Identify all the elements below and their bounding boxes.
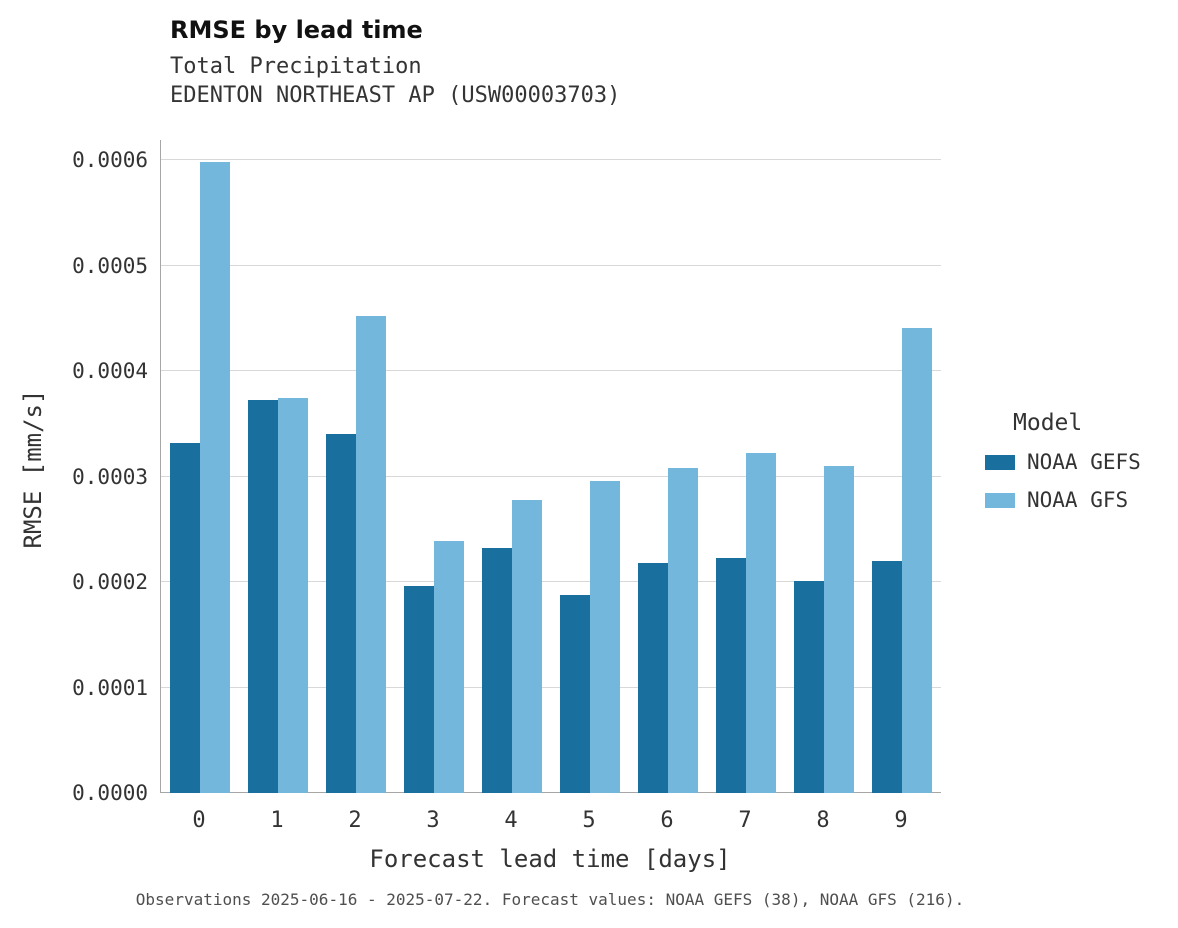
legend-entries: NOAA GEFS NOAA GFS [985,450,1141,512]
bar-noaa-gfs-day-5 [590,480,620,793]
y-tick-label: 0.0006 [72,148,148,172]
legend-entry-noaa-gefs: NOAA GEFS [985,450,1141,474]
bar-group-day-2 [317,140,395,793]
x-tick-label-8: 8 [816,808,830,833]
caption: Observations 2025-06-16 - 2025-07-22. Fo… [135,890,965,909]
title-block: RMSE by lead time Total Precipitation ED… [170,16,620,110]
y-tick-label: 0.0000 [72,781,148,805]
legend-label: NOAA GFS [1027,488,1129,512]
legend: Model NOAA GEFS NOAA GFS [985,410,1141,526]
plot-area [160,140,941,793]
y-tick-label: 0.0005 [72,253,148,278]
legend-swatch-icon [985,454,1015,470]
bar-group-day-7 [707,140,785,793]
chart-title: RMSE by lead time [170,16,423,44]
bar-group-day-8 [785,140,863,793]
bar-noaa-gefs-day-2 [326,434,356,793]
bar-group-day-3 [395,140,473,793]
bar-noaa-gfs-day-2 [356,316,386,793]
bar-group-day-4 [473,140,551,793]
y-tick-labels: 0.0000 0.0001 0.0002 0.0003 0.0004 0.0005 0.00… [0,140,150,805]
bar-noaa-gfs-day-7 [746,453,776,793]
bar-noaa-gfs-day-3 [434,540,464,793]
bar-group-day-1 [239,140,317,793]
gridline [161,475,941,477]
legend-title: Model [1013,410,1083,436]
bar-group-day-6 [629,140,707,793]
x-tick-label-0: 0 [192,808,206,833]
gridline [161,370,941,371]
x-tick-label-9: 9 [894,808,908,833]
bar-group-day-5 [551,140,629,793]
bar-noaa-gfs-day-8 [824,465,854,793]
x-tick-label-4: 4 [504,808,518,833]
bar-group-day-0 [161,140,239,793]
bar-noaa-gfs-day-0 [200,162,230,793]
bar-noaa-gefs-day-3 [404,586,434,793]
bar-noaa-gefs-day-1 [248,399,278,793]
bar-noaa-gfs-day-4 [512,499,542,793]
gridline [161,686,941,688]
gridline [161,264,941,266]
x-tick-label-7: 7 [738,808,752,833]
x-tick-labels: 0 1 2 3 4 5 6 7 8 9 [160,794,940,833]
bar-noaa-gefs-day-4 [482,548,512,793]
y-tick-label: 0.0001 [72,675,148,700]
chart-subtitle-station: EDENTON NORTHEAST AP (USW00003703) [170,83,621,109]
gridline [161,159,941,160]
x-tick-label-3: 3 [426,808,440,833]
bar-noaa-gefs-day-0 [170,442,200,793]
bar-noaa-gfs-day-6 [668,468,698,793]
x-tick-label-6: 6 [660,808,674,833]
bar-groups [161,140,941,793]
chart-subtitle-variable: Total Precipitation [170,54,422,79]
y-tick-label: 0.0002 [72,570,148,594]
legend-swatch-icon [985,492,1015,508]
legend-label: NOAA GEFS [1027,450,1141,474]
x-tick-label-2: 2 [348,808,362,833]
bar-noaa-gefs-day-7 [716,557,746,793]
y-tick-label: 0.0003 [72,464,148,489]
bar-noaa-gfs-day-9 [902,327,932,793]
x-axis-label: Forecast lead time [days] [369,845,731,873]
x-tick-label-1: 1 [270,808,284,833]
y-tick-label: 0.0004 [72,359,148,383]
bar-noaa-gefs-day-9 [872,560,902,793]
bar-noaa-gfs-day-1 [278,398,308,793]
bar-noaa-gefs-day-8 [794,580,824,793]
bar-noaa-gefs-day-5 [560,594,590,793]
gridline [161,581,941,582]
bar-noaa-gefs-day-6 [638,563,668,793]
bar-group-day-9 [863,140,941,793]
x-tick-label-5: 5 [582,808,596,833]
x-axis-line [161,792,941,793]
legend-entry-noaa-gfs: NOAA GFS [985,488,1141,512]
